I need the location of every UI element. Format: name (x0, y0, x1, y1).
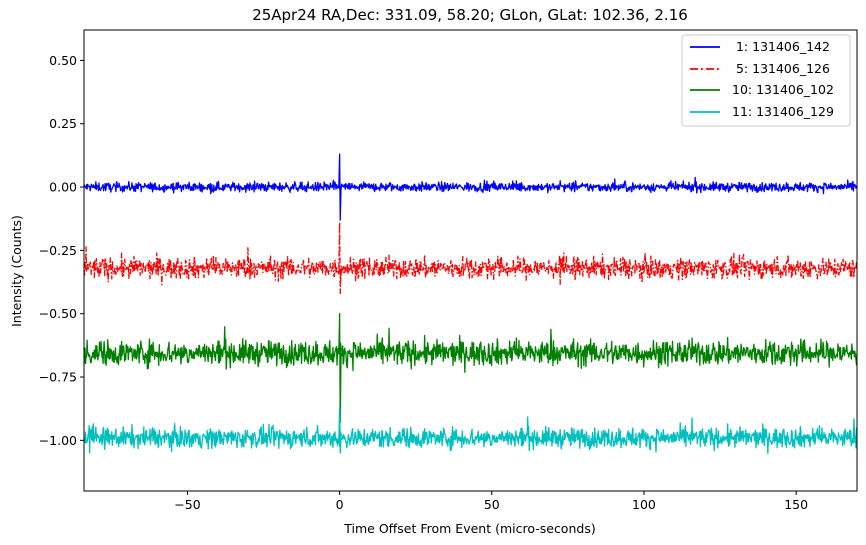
legend-entry-2: 5: 131406_126 (732, 61, 830, 76)
x-tick-label: 150 (784, 497, 808, 512)
series-line-1 (83, 153, 858, 221)
series-line-2 (83, 221, 858, 295)
chart-title: 25Apr24 RA,Dec: 331.09, 58.20; GLon, GLa… (252, 6, 688, 24)
y-tick-label: −0.25 (39, 243, 77, 258)
series-line-3 (83, 313, 858, 424)
x-axis-ticks: −50 0 50 100 150 (174, 491, 808, 512)
legend-entry-1: 1: 131406_142 (732, 39, 830, 54)
y-axis-ticks: 0.50 0.25 0.00 −0.25 −0.50 −0.75 −1.00 (39, 53, 84, 448)
y-tick-label: 0.50 (49, 53, 77, 68)
series-line-4 (83, 406, 858, 454)
legend-entry-3: 10: 131406_102 (732, 82, 834, 97)
legend: 1: 131406_142 5: 131406_126 10: 131406_1… (681, 34, 851, 127)
x-tick-label: 0 (336, 497, 344, 512)
legend-frame (681, 34, 851, 127)
x-axis-label: Time Offset From Event (micro-seconds) (343, 521, 595, 536)
x-tick-label: 50 (484, 497, 500, 512)
x-tick-label: 100 (632, 497, 656, 512)
y-tick-label: −0.75 (39, 370, 77, 385)
y-axis-label: Intensity (Counts) (9, 215, 24, 327)
plot-area-frame (83, 29, 858, 492)
y-tick-label: −1.00 (39, 433, 77, 448)
y-tick-label: 0.00 (49, 180, 77, 195)
x-tick-label: −50 (174, 497, 200, 512)
y-tick-label: −0.50 (39, 306, 77, 321)
y-tick-label: 0.25 (49, 116, 77, 131)
plot-series (83, 153, 858, 454)
legend-entry-4: 11: 131406_129 (732, 104, 834, 119)
